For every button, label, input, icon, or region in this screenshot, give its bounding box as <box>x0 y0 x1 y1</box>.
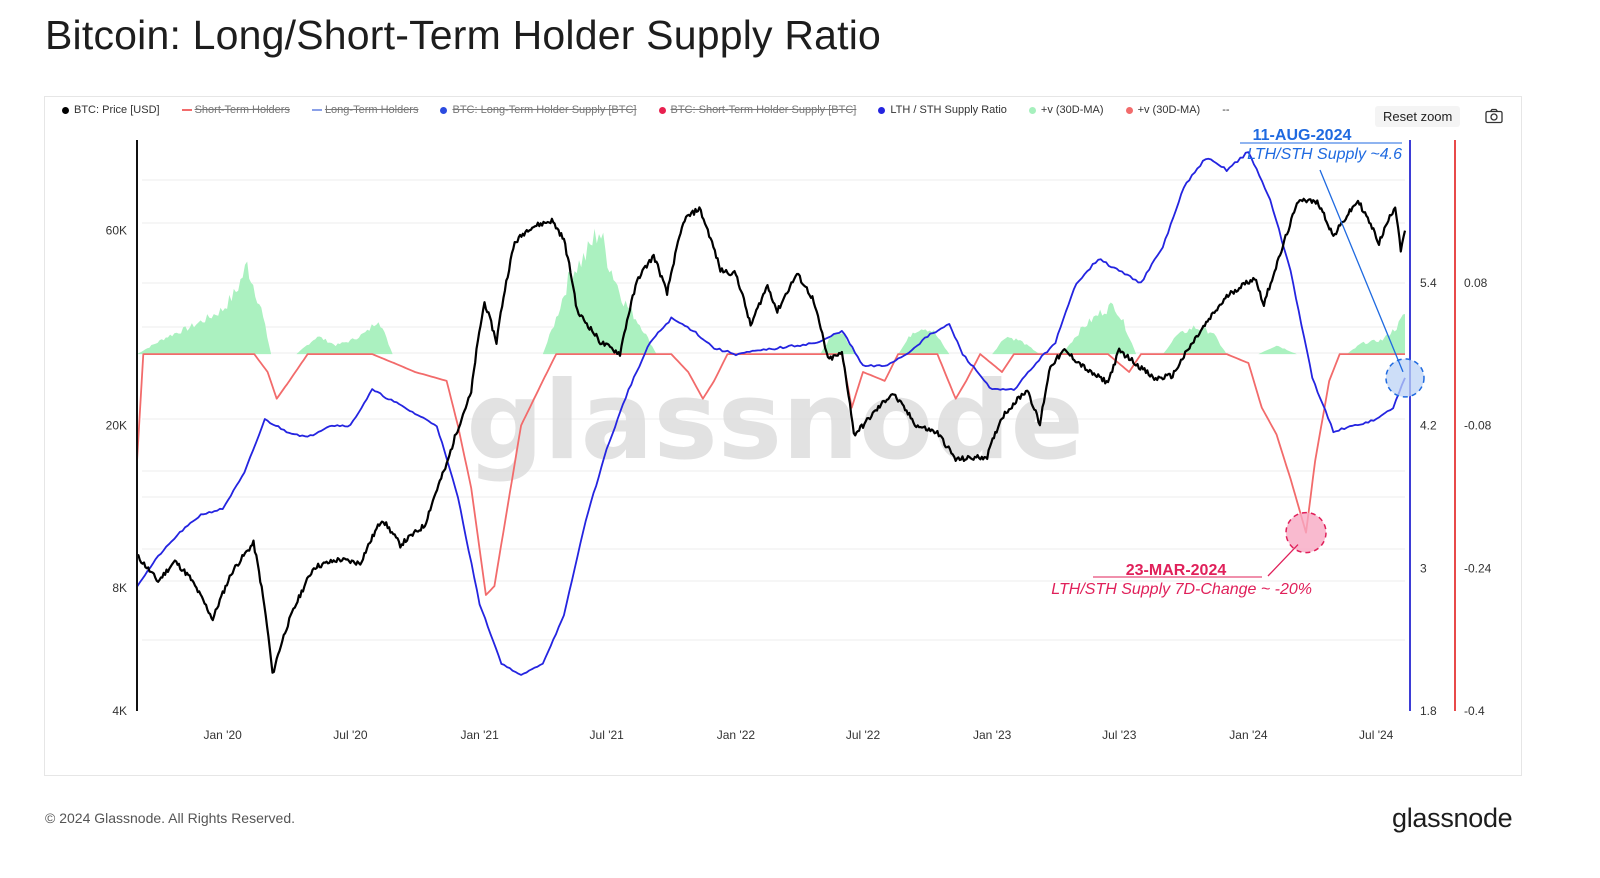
positive-change-area <box>137 228 1405 355</box>
x-tick-label: Jul '23 <box>1102 728 1137 742</box>
price-tick-label: 8K <box>112 581 127 595</box>
annotation-text-blue: LTH/STH Supply ~4.6 <box>1247 146 1402 163</box>
legend-item[interactable]: BTC: Long-Term Holder Supply [BTC] <box>440 104 637 116</box>
legend-label: +v (30D-MA) <box>1137 104 1201 116</box>
legend-dot-icon <box>440 106 448 114</box>
supply-change-line <box>136 353 1405 596</box>
legend-dot-icon <box>658 106 666 114</box>
legend-label: Long-Term Holders <box>324 104 419 116</box>
x-tick-label: Jul '21 <box>590 728 625 742</box>
annotation-leader-blue <box>1319 169 1404 373</box>
legend-item[interactable]: +v (30D-MA) <box>1028 104 1104 116</box>
legend-line-icon <box>181 109 192 111</box>
legend-dot-icon <box>878 106 886 114</box>
legend-label: BTC: Long-Term Holder Supply [BTC] <box>452 104 637 116</box>
reset-zoom-button[interactable]: Reset zoom <box>1375 106 1461 127</box>
x-tick-label: Jul '24 <box>1359 728 1394 742</box>
legend-item[interactable]: BTC: Short-Term Holder Supply [BTC] <box>658 104 857 116</box>
glassnode-logo: glassnode <box>1392 803 1513 833</box>
chart-frame <box>44 96 1522 776</box>
chart-legend: BTC: Price [USD] Short-Term Holders Long-T… <box>62 104 1252 116</box>
legend-label: Short-Term Holders <box>194 104 290 116</box>
change-tick-label: -0.08 <box>1464 419 1492 433</box>
footer-copyright: © 2024 Glassnode. All Rights Reserved. <box>45 810 296 826</box>
annotation-marker-pink <box>1285 511 1327 554</box>
x-tick-label: Jan '20 <box>203 728 242 742</box>
price-tick-label: 20K <box>106 419 127 433</box>
legend-label: BTC: Price [USD] <box>74 104 160 116</box>
x-tick-label: Jan '23 <box>973 728 1012 742</box>
ratio-tick-label: 4.2 <box>1420 419 1437 433</box>
legend-item[interactable]: +v (30D-MA) <box>1125 104 1201 116</box>
ratio-tick-label: 1.8 <box>1420 704 1437 718</box>
legend-dot-icon <box>1028 106 1036 114</box>
legend-label: LTH / STH Supply Ratio <box>890 104 1007 116</box>
price-tick-label: 4K <box>112 704 127 718</box>
legend-item[interactable]: LTH / STH Supply Ratio <box>878 104 1007 116</box>
x-tick-label: Jan '21 <box>460 728 499 742</box>
watermark: glassnode <box>466 359 1083 484</box>
annotation-text-pink: LTH/STH Supply 7D-Change ~ -20% <box>1051 581 1312 598</box>
legend-dot-icon <box>62 106 69 114</box>
change-tick-label: -0.24 <box>1464 561 1492 575</box>
x-tick-label: Jan '22 <box>717 728 756 742</box>
legend-more-button[interactable]: -- <box>1222 104 1230 116</box>
ratio-tick-label: 5.4 <box>1420 276 1437 290</box>
x-tick-label: Jul '22 <box>846 728 881 742</box>
legend-dot-icon <box>1125 106 1133 114</box>
legend-item[interactable]: Long-Term Holders <box>311 104 419 116</box>
x-tick-label: Jan '24 <box>1229 728 1268 742</box>
price-tick-label: 60K <box>106 224 127 238</box>
change-tick-label: 0.08 <box>1464 276 1488 290</box>
legend-label: +v (30D-MA) <box>1040 104 1104 116</box>
camera-icon[interactable] <box>1485 108 1503 124</box>
annotation-date-blue: 11-AUG-2024 <box>1253 127 1352 144</box>
ratio-tick-label: 3 <box>1420 561 1427 575</box>
supply-ratio-line <box>136 151 1406 676</box>
annotation-leader-pink <box>1267 544 1299 577</box>
annotation-marker-blue <box>1385 358 1425 398</box>
annotation-date-pink: 23-MAR-2024 <box>1126 562 1227 579</box>
x-tick-label: Jul '20 <box>333 728 368 742</box>
btc-price-line <box>136 197 1407 674</box>
legend-line-icon <box>311 109 322 111</box>
change-tick-label: -0.4 <box>1464 704 1485 718</box>
legend-label: BTC: Short-Term Holder Supply [BTC] <box>670 104 857 116</box>
page-title: Bitcoin: Long/Short-Term Holder Supply R… <box>45 12 882 58</box>
legend-item[interactable]: Short-Term Holders <box>181 104 290 116</box>
legend-item[interactable]: BTC: Price [USD] <box>62 104 160 116</box>
